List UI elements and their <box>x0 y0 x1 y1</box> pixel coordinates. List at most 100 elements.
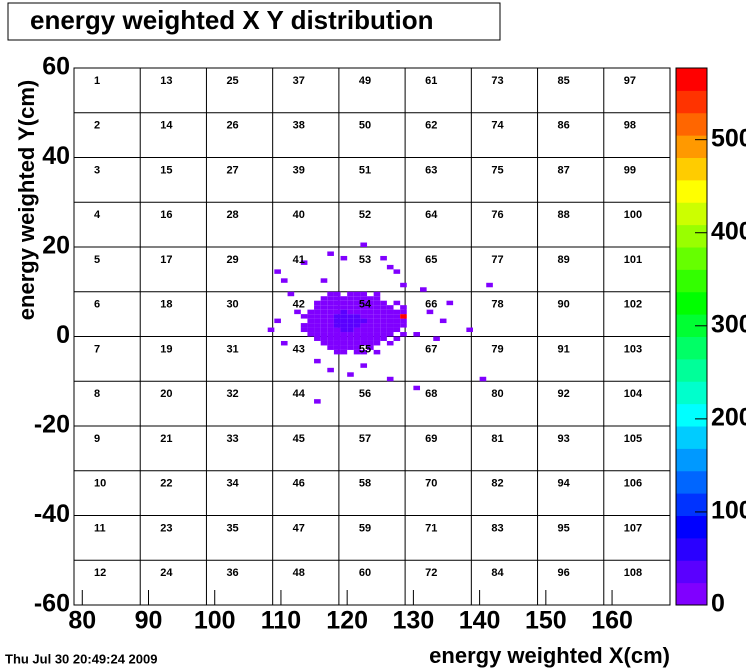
cell-label: 9 <box>94 433 100 445</box>
color-band <box>676 90 707 114</box>
cell-label: 81 <box>491 433 503 445</box>
bin <box>393 314 401 319</box>
cell-label: 26 <box>226 120 238 132</box>
bin <box>373 291 381 297</box>
bin <box>413 385 421 391</box>
cell-label: 92 <box>558 388 570 400</box>
bin <box>347 340 354 346</box>
bin <box>340 323 348 328</box>
bin <box>446 300 454 306</box>
bin <box>393 327 401 333</box>
cell-label: 91 <box>558 343 570 355</box>
bin <box>360 332 368 337</box>
bin <box>367 300 374 306</box>
cell-label: 24 <box>160 567 173 579</box>
bin <box>333 296 341 301</box>
bin <box>433 336 440 341</box>
x-tick-label: 110 <box>261 607 301 635</box>
cell-label: 56 <box>359 388 371 400</box>
cell-label: 45 <box>293 433 305 445</box>
color-band <box>676 426 707 449</box>
cell-label: 5 <box>94 254 100 266</box>
cell-label: 53 <box>359 254 371 266</box>
cell-label: 98 <box>624 120 636 132</box>
cell-label: 3 <box>94 164 100 176</box>
cell-label: 55 <box>359 343 371 355</box>
cell-label: 93 <box>558 433 570 445</box>
bin <box>360 305 368 310</box>
bin <box>333 305 341 310</box>
bin <box>320 323 328 328</box>
bin <box>327 300 334 306</box>
y-tick-label: 20 <box>42 232 70 260</box>
bin <box>353 327 361 333</box>
bin <box>307 314 315 319</box>
y-axis-title: energy weighted Y(cm) <box>14 80 39 320</box>
bin <box>314 305 321 310</box>
cell-label: 96 <box>558 567 570 579</box>
bin <box>333 327 341 333</box>
bin <box>393 309 401 315</box>
bin <box>353 336 361 341</box>
bin <box>353 309 361 315</box>
x-tick-label: 130 <box>393 607 435 635</box>
z-tick-label: 200 <box>711 403 746 431</box>
bin <box>386 376 394 382</box>
bin <box>367 345 374 350</box>
bin <box>333 349 341 355</box>
bin <box>294 309 301 315</box>
bin <box>373 300 381 306</box>
bin <box>367 305 374 310</box>
color-band <box>676 68 707 91</box>
cell-label: 67 <box>425 343 437 355</box>
bin <box>340 332 348 337</box>
bin <box>360 340 368 346</box>
y-tick-label: -20 <box>34 411 70 439</box>
bin <box>386 327 394 333</box>
color-band <box>676 403 707 427</box>
bin <box>360 349 368 355</box>
color-band <box>676 314 707 337</box>
cell-label: 82 <box>491 478 503 490</box>
bin <box>340 309 348 315</box>
cell-label: 36 <box>226 567 238 579</box>
bin <box>327 323 334 328</box>
bin <box>373 296 381 301</box>
x-tick-label: 100 <box>194 607 236 635</box>
bin <box>367 318 374 324</box>
bin <box>327 345 334 350</box>
cell-label: 17 <box>160 254 172 266</box>
cell-label: 74 <box>491 120 504 132</box>
cell-label: 64 <box>425 209 438 221</box>
bin <box>373 327 381 333</box>
bin <box>353 323 361 328</box>
bin <box>360 327 368 333</box>
bin <box>340 318 348 324</box>
bin <box>320 278 328 283</box>
bin <box>327 296 334 301</box>
timestamp: Thu Jul 30 20:49:24 2009 <box>5 651 157 666</box>
cell-label: 40 <box>293 209 305 221</box>
x-tick-label: 80 <box>68 607 96 635</box>
cell-label: 84 <box>491 567 504 579</box>
cell-label: 19 <box>160 343 172 355</box>
cell-label: 25 <box>226 75 238 87</box>
bin <box>373 318 381 324</box>
bin <box>347 327 354 333</box>
cell-label: 30 <box>226 299 238 311</box>
cell-label: 20 <box>160 388 172 400</box>
cell-label: 28 <box>226 209 238 221</box>
cell-label: 7 <box>94 343 100 355</box>
bin <box>353 300 361 306</box>
bin <box>367 323 374 328</box>
bin <box>386 305 394 310</box>
bin <box>333 300 341 306</box>
cell-label: 44 <box>293 388 306 400</box>
cell-label: 104 <box>624 388 643 400</box>
color-band <box>676 247 707 270</box>
cell-label: 6 <box>94 299 100 311</box>
color-band <box>676 448 707 472</box>
y-tick-label: -60 <box>34 590 70 618</box>
bin <box>353 291 361 297</box>
bin <box>347 300 354 306</box>
